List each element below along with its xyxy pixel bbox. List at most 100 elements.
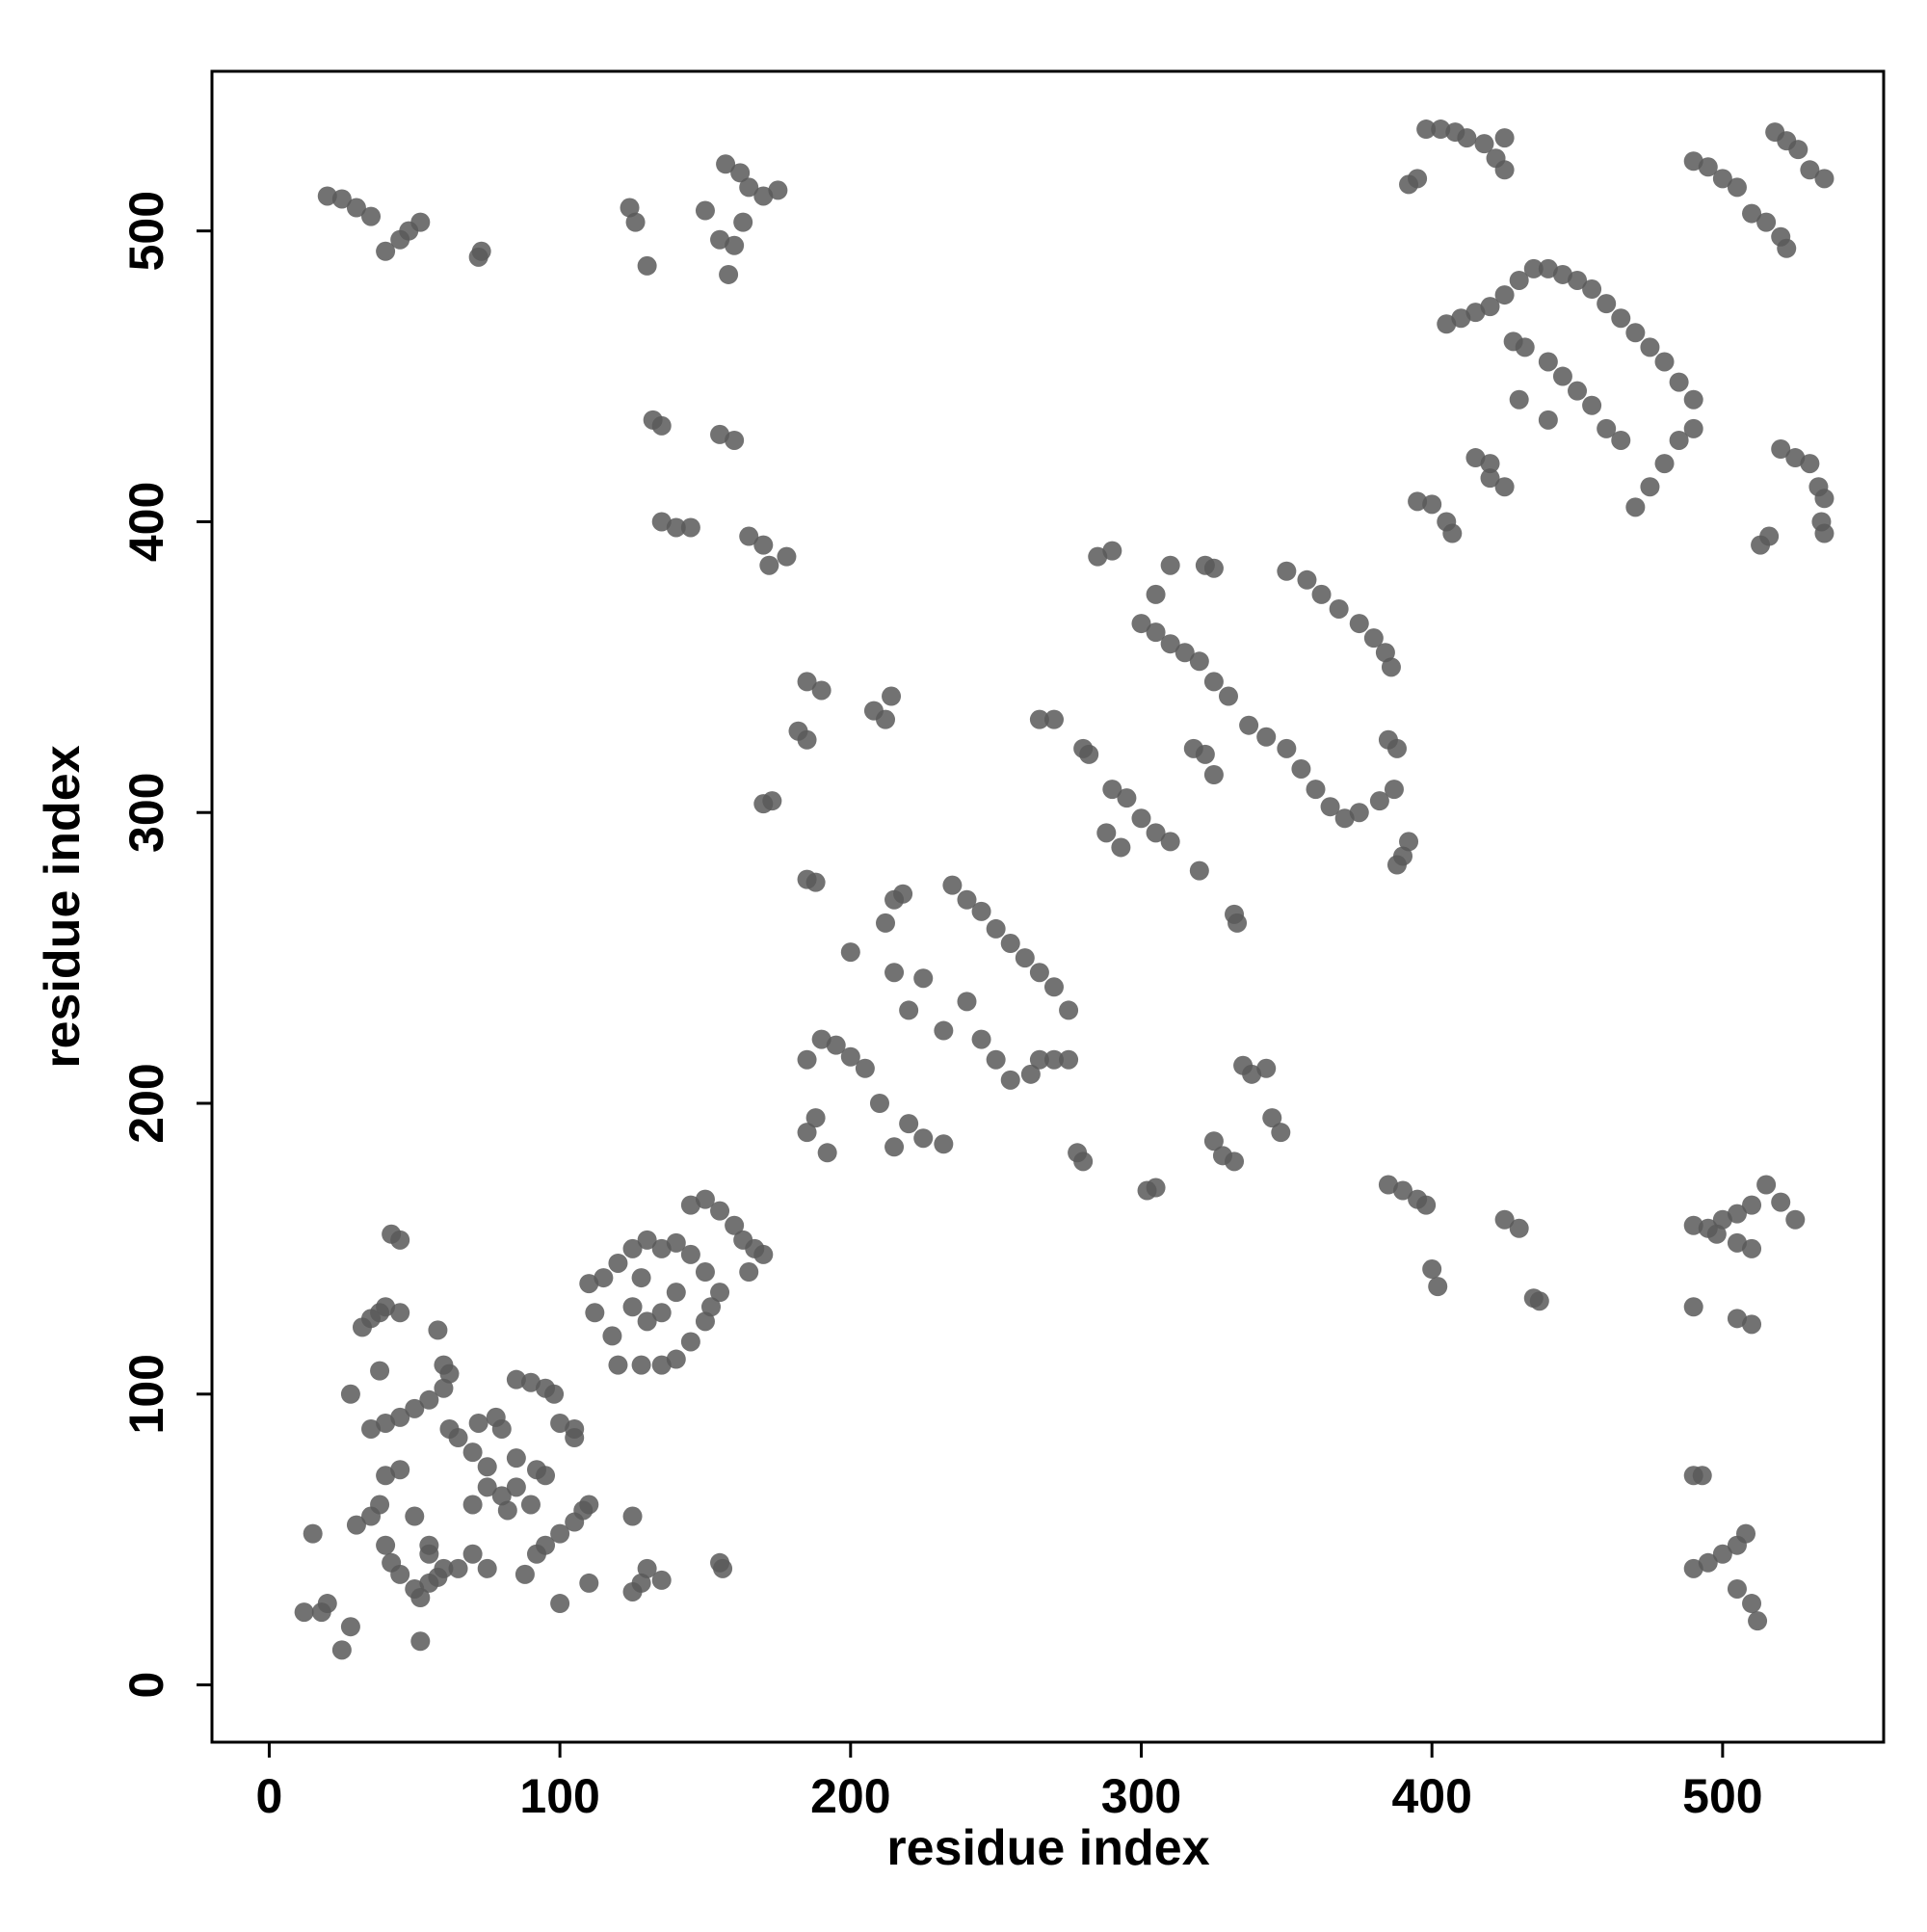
point	[1375, 643, 1395, 663]
point	[340, 1617, 360, 1637]
y-tick-label: 0	[119, 1672, 173, 1699]
y-tick-label: 100	[119, 1354, 173, 1434]
point	[637, 255, 657, 276]
point	[637, 1311, 657, 1332]
point	[376, 1413, 396, 1433]
point	[840, 942, 860, 963]
point	[1788, 140, 1808, 160]
point	[1117, 788, 1137, 808]
point	[317, 1594, 337, 1614]
point	[1771, 1192, 1791, 1212]
point	[1088, 546, 1108, 567]
point	[1277, 561, 1297, 581]
point	[1146, 622, 1166, 643]
point	[1480, 454, 1500, 474]
point	[934, 1020, 954, 1041]
point	[1225, 1151, 1245, 1172]
point	[491, 1418, 512, 1439]
point	[1756, 1175, 1777, 1195]
point	[1277, 738, 1297, 758]
point	[390, 1460, 410, 1480]
point	[550, 1413, 570, 1433]
point	[1736, 1523, 1756, 1544]
point	[361, 206, 382, 226]
point	[1509, 270, 1529, 290]
point	[1146, 823, 1166, 843]
point	[1640, 477, 1660, 497]
point	[520, 1495, 541, 1515]
point	[759, 555, 779, 575]
point	[1706, 1224, 1727, 1244]
point	[882, 686, 902, 706]
point	[346, 198, 366, 218]
point	[1131, 808, 1151, 829]
point	[1683, 151, 1703, 172]
point	[695, 200, 715, 221]
point	[826, 1035, 846, 1055]
point	[602, 1326, 622, 1346]
point	[1480, 297, 1500, 317]
point	[651, 1355, 672, 1375]
point	[753, 1244, 774, 1264]
point	[817, 1143, 837, 1163]
point	[651, 1303, 672, 1323]
point	[1386, 738, 1407, 758]
point	[1271, 1123, 1291, 1143]
point	[1422, 494, 1442, 515]
point	[680, 517, 700, 538]
point	[1408, 491, 1428, 512]
point	[1043, 709, 1064, 729]
x-axis-label: residue index	[886, 1820, 1209, 1876]
point	[390, 1407, 410, 1427]
point	[1381, 657, 1401, 677]
x-tick-label: 0	[256, 1769, 283, 1823]
point	[739, 1262, 759, 1283]
point	[1494, 160, 1515, 180]
point	[340, 1384, 360, 1404]
point	[1203, 672, 1224, 692]
point	[410, 1588, 431, 1608]
point	[1416, 119, 1437, 140]
point	[506, 1448, 526, 1469]
point	[428, 1320, 448, 1340]
point	[768, 180, 788, 200]
point	[303, 1523, 323, 1544]
point	[1742, 1195, 1762, 1215]
point	[506, 1369, 526, 1389]
point	[370, 1361, 390, 1381]
point	[1203, 764, 1224, 784]
point	[434, 1355, 454, 1375]
point	[491, 1486, 512, 1506]
point	[710, 1283, 730, 1303]
point	[1509, 1218, 1529, 1238]
point	[1465, 448, 1486, 468]
point	[710, 424, 730, 444]
point	[1654, 454, 1675, 474]
point	[1242, 1064, 1262, 1084]
point	[622, 1506, 643, 1526]
point	[1597, 294, 1617, 314]
point	[361, 1418, 382, 1439]
point	[1043, 1049, 1064, 1070]
point	[695, 1262, 715, 1283]
point	[1102, 780, 1122, 800]
point	[1386, 855, 1407, 875]
point	[1727, 177, 1747, 198]
point	[1759, 526, 1780, 546]
point	[1239, 715, 1259, 735]
point	[1096, 823, 1117, 843]
point	[1291, 758, 1311, 779]
point	[739, 526, 759, 546]
point	[376, 1535, 396, 1555]
point	[1494, 128, 1515, 148]
point	[1384, 780, 1404, 800]
point	[1698, 1552, 1718, 1573]
point	[390, 1564, 410, 1584]
point	[1698, 157, 1718, 177]
point	[1683, 1215, 1703, 1235]
point	[811, 1029, 832, 1049]
point	[1785, 448, 1806, 468]
point	[899, 1000, 919, 1020]
y-tick-label: 300	[119, 773, 173, 853]
point	[625, 212, 646, 232]
